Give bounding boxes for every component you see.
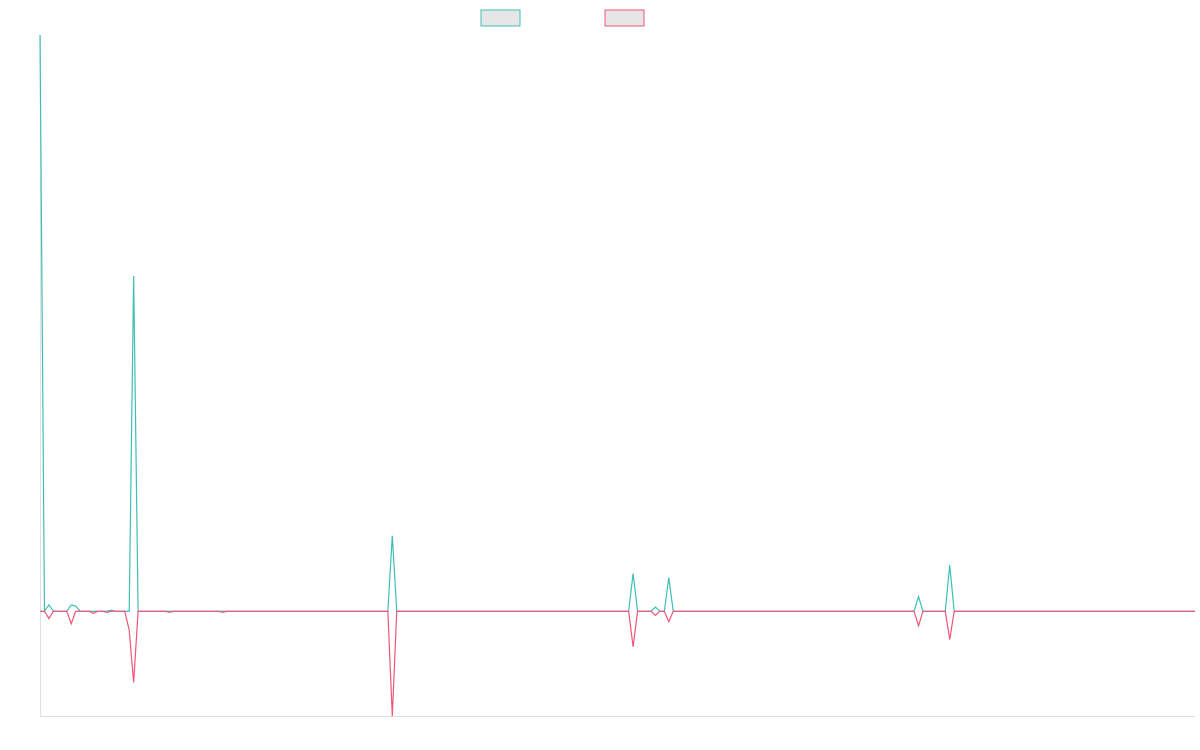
series-2 (40, 610, 1195, 717)
series-1-line[interactable] (39, 34, 1195, 614)
series-1 (39, 34, 1195, 614)
series-layer (39, 34, 1195, 717)
axes (40, 35, 1195, 717)
legend (480, 9, 645, 27)
legend-swatch-series-1[interactable] (480, 9, 521, 27)
legend-swatch-series-2[interactable] (604, 9, 645, 27)
series-2-line[interactable] (40, 610, 1195, 717)
